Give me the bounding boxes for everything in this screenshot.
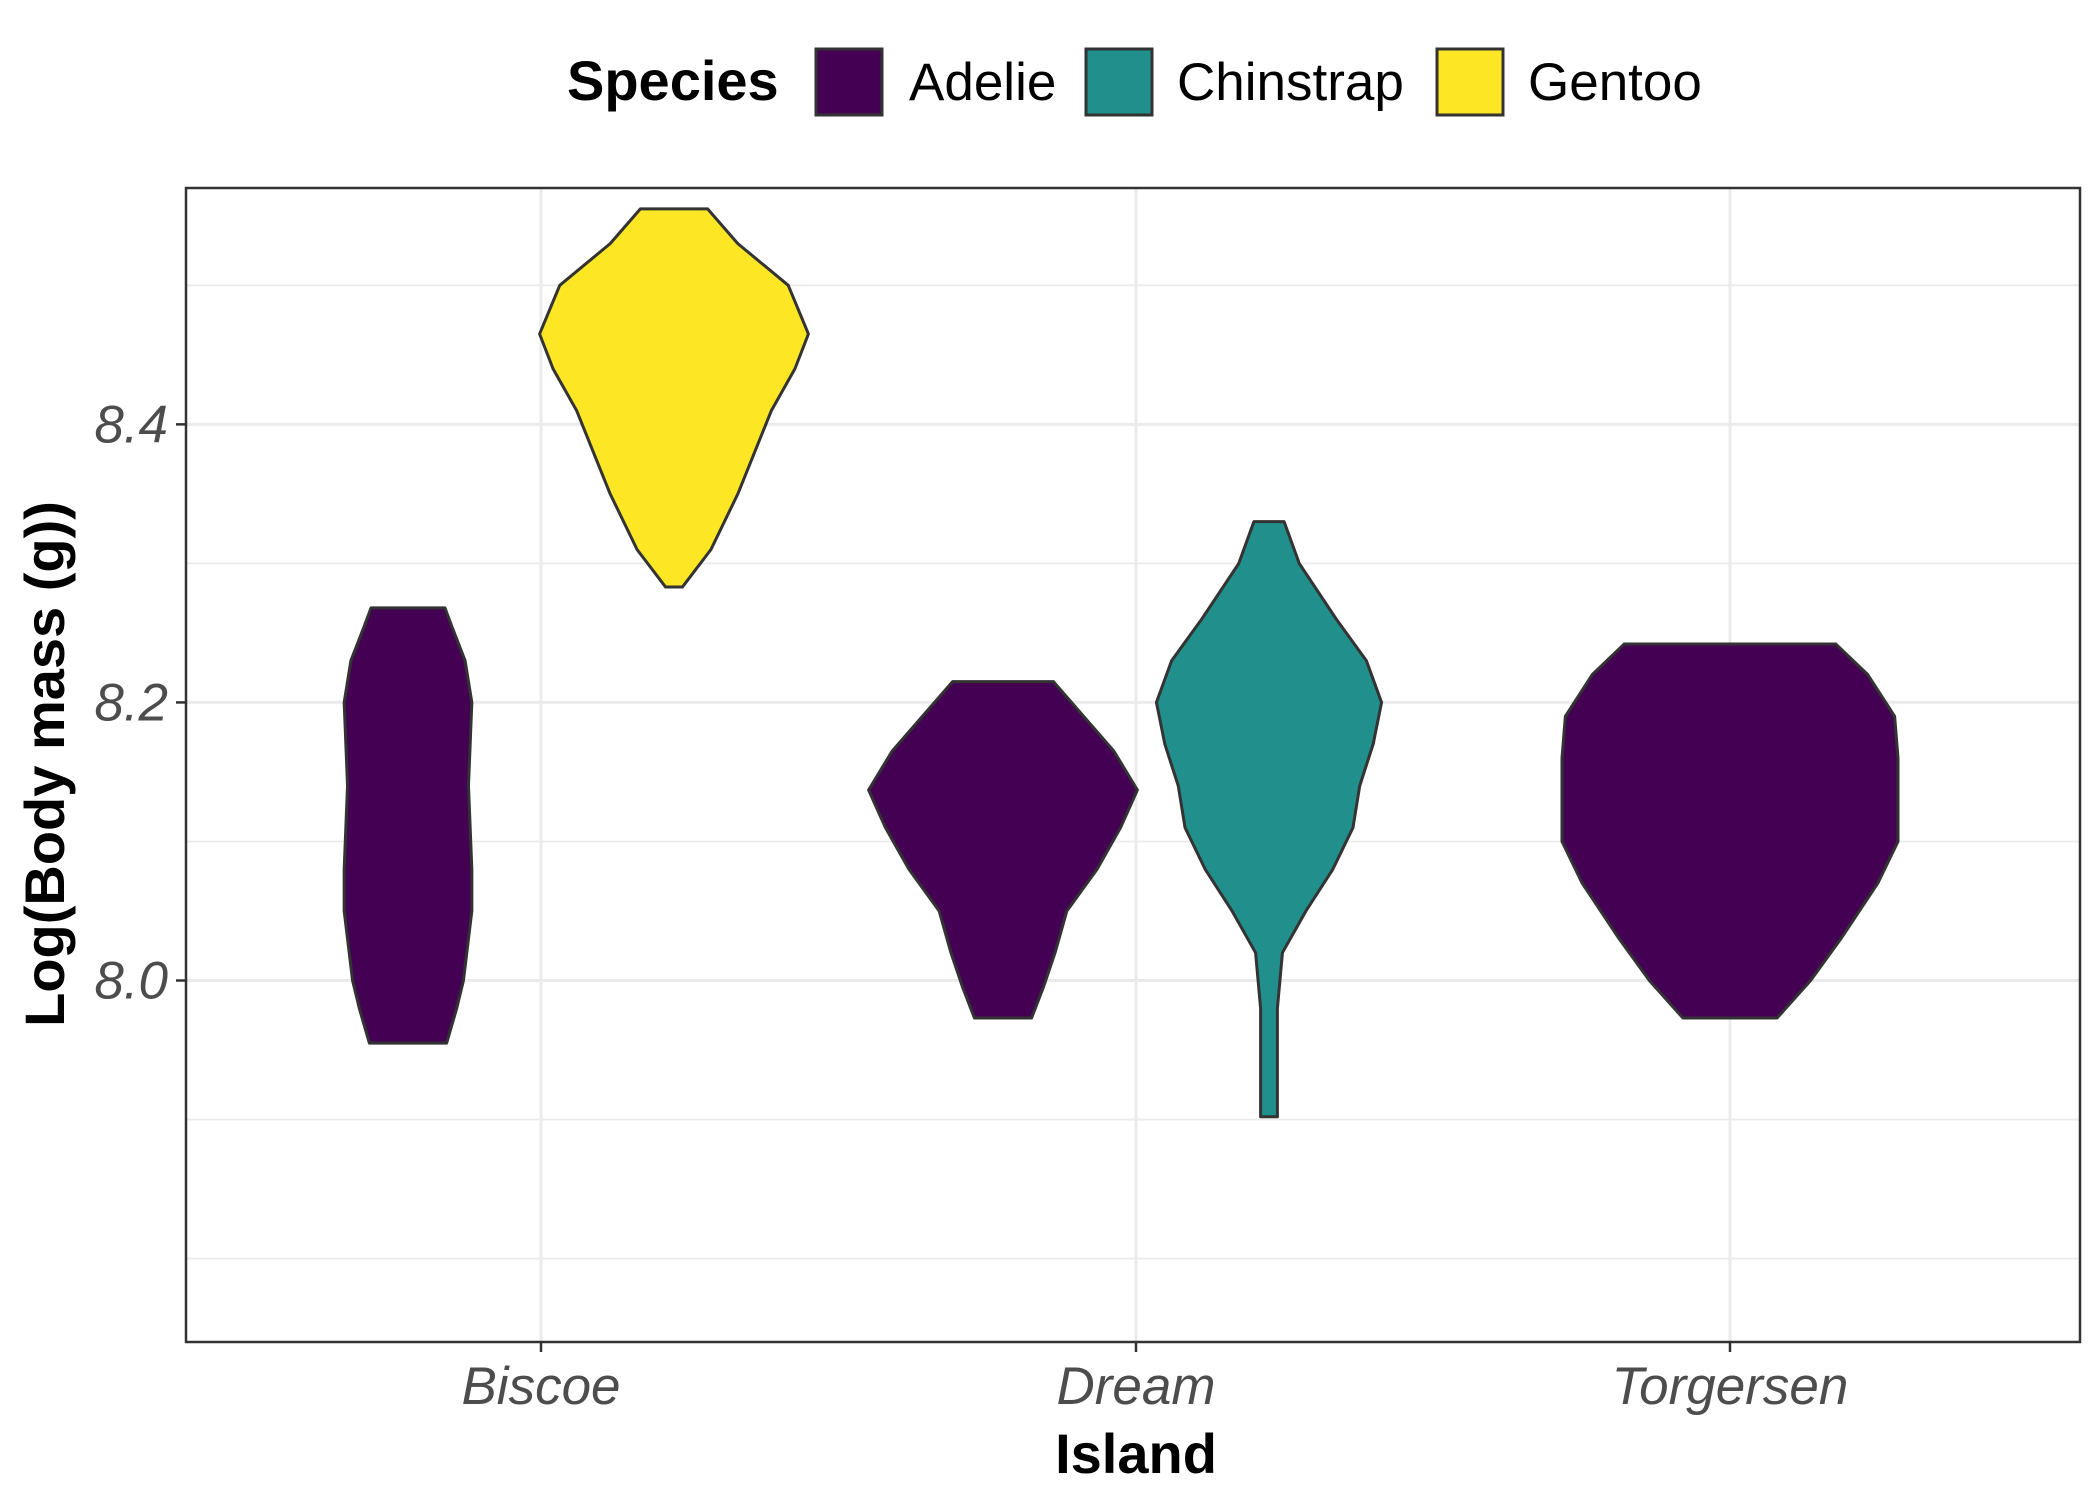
violin-chinstrap-dream xyxy=(1154,520,1384,1119)
x-tick-label-torgersen: Torgersen xyxy=(1612,1357,1849,1416)
legend-title: Species xyxy=(567,49,779,112)
violin-adelie-dream xyxy=(867,680,1139,1020)
violin-adelie-biscoe xyxy=(342,606,474,1045)
x-axis-title: Island xyxy=(1055,1422,1217,1485)
y-axis-title: Log(Body mass (g)) xyxy=(13,501,76,1027)
y-tick-label-1: 8.2 xyxy=(94,673,168,732)
legend: Species Adelie Chinstrap Gentoo xyxy=(567,47,1702,117)
violin-adelie-torgersen xyxy=(1560,642,1900,1020)
y-axis-ticks: 8.0 8.2 8.4 xyxy=(94,395,186,1011)
y-tick-label-0: 8.0 xyxy=(94,952,168,1011)
x-axis-ticks: Biscoe Dream Torgersen xyxy=(461,1342,1848,1416)
legend-label-gentoo: Gentoo xyxy=(1528,53,1702,112)
legend-swatch-adelie xyxy=(814,47,884,117)
violins xyxy=(342,207,1900,1119)
plot-panel xyxy=(184,186,2082,1344)
violin-gentoo-biscoe xyxy=(538,207,810,589)
y-tick-label-2: 8.4 xyxy=(94,395,168,454)
legend-label-chinstrap: Chinstrap xyxy=(1177,53,1404,112)
legend-swatch-chinstrap xyxy=(1084,47,1154,117)
gridlines xyxy=(186,188,2080,1342)
x-tick-label-biscoe: Biscoe xyxy=(461,1357,620,1416)
x-tick-label-dream: Dream xyxy=(1056,1357,1215,1416)
legend-swatch-gentoo xyxy=(1435,47,1505,117)
legend-label-adelie: Adelie xyxy=(909,53,1056,112)
